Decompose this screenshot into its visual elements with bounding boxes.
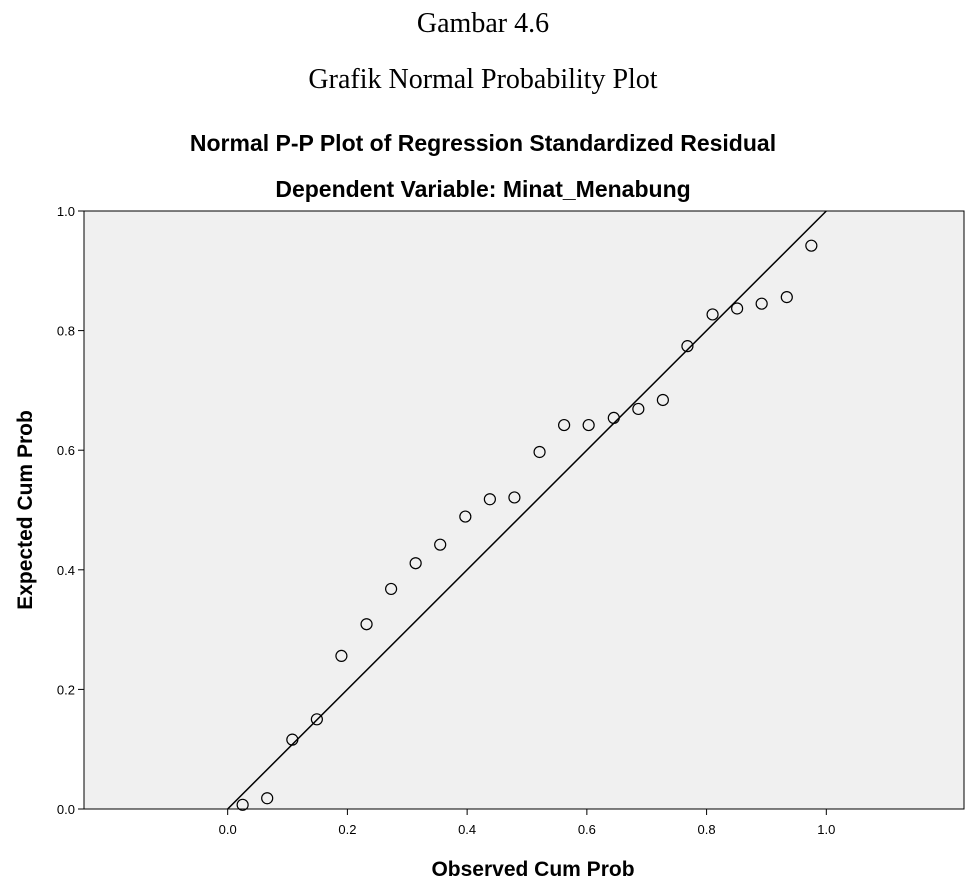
x-axis: 0.0 0.2 0.4 0.6 0.8 1.0 bbox=[219, 809, 835, 837]
figure-title: Grafik Normal Probability Plot bbox=[308, 64, 658, 95]
y-axis-label: Expected Cum Prob bbox=[14, 410, 37, 610]
y-axis: 0.0 0.2 0.4 0.6 0.8 1.0 bbox=[57, 204, 84, 817]
data-point bbox=[508, 491, 521, 504]
data-point bbox=[755, 297, 768, 310]
data-point bbox=[681, 340, 694, 353]
data-points bbox=[236, 239, 818, 811]
figure-number: Gambar 4.6 bbox=[416, 8, 550, 39]
y-tick-label: 0.0 bbox=[57, 802, 75, 817]
data-point bbox=[805, 239, 818, 252]
data-point bbox=[607, 411, 620, 425]
data-point bbox=[780, 291, 793, 304]
data-point bbox=[533, 445, 546, 459]
data-point bbox=[310, 713, 323, 726]
data-point bbox=[434, 538, 447, 551]
data-point bbox=[409, 557, 422, 570]
x-axis-label: Observed Cum Prob bbox=[431, 858, 634, 880]
x-tick-label: 0.6 bbox=[578, 822, 596, 837]
y-tick-label: 0.4 bbox=[57, 563, 75, 578]
y-tick-label: 0.8 bbox=[57, 324, 75, 339]
data-point bbox=[632, 402, 645, 416]
data-point bbox=[582, 418, 595, 432]
x-tick-label: 0.4 bbox=[458, 822, 476, 837]
data-point bbox=[286, 733, 299, 746]
x-tick-label: 1.0 bbox=[817, 822, 835, 837]
y-tick-label: 1.0 bbox=[57, 204, 75, 219]
data-point bbox=[558, 418, 571, 432]
data-point bbox=[731, 302, 744, 315]
y-tick-label: 0.2 bbox=[57, 682, 75, 697]
x-tick-label: 0.0 bbox=[219, 822, 237, 837]
x-tick-label: 0.8 bbox=[698, 822, 716, 837]
data-point bbox=[459, 510, 472, 523]
y-tick-label: 0.6 bbox=[57, 443, 75, 458]
data-point bbox=[706, 308, 719, 321]
data-point bbox=[656, 393, 669, 407]
data-point bbox=[335, 649, 348, 663]
data-point bbox=[483, 493, 496, 506]
data-point bbox=[236, 798, 249, 811]
chart-subtitle: Dependent Variable: Minat_Menabung bbox=[275, 176, 691, 202]
x-tick-label: 0.2 bbox=[338, 822, 356, 837]
data-point bbox=[360, 618, 373, 631]
reference-line bbox=[227, 210, 827, 810]
chart-title: Normal P-P Plot of Regression Standardiz… bbox=[189, 130, 777, 156]
plot-area bbox=[83, 210, 965, 810]
data-point bbox=[385, 582, 398, 596]
data-point bbox=[261, 792, 274, 805]
